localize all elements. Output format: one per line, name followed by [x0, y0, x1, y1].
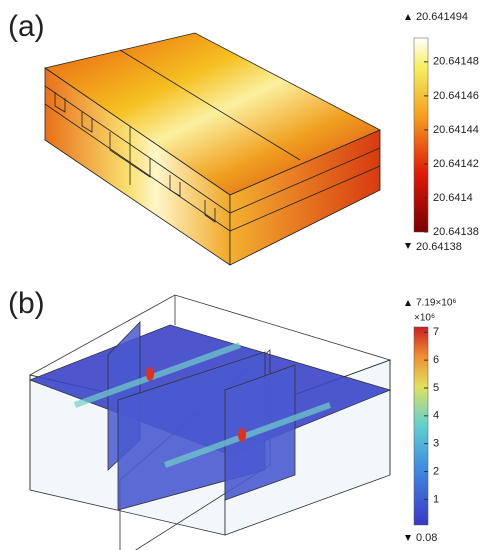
box-a	[44, 32, 381, 266]
box-b	[28, 294, 392, 550]
colorbar	[413, 326, 429, 526]
min-marker	[405, 535, 411, 541]
max-marker	[405, 14, 411, 20]
colorbar-tick-label: 4	[433, 410, 439, 422]
colorbar-tick-label: 20.64146	[433, 90, 479, 102]
panel-label: (b)	[8, 287, 45, 320]
colorbar-tick-label: 2	[433, 465, 439, 477]
panel-label: (a)	[8, 10, 45, 43]
max-label: 7.19×10⁶	[416, 298, 457, 309]
colorbar-tick-label: 20.64142	[433, 158, 479, 170]
colorbar-tick-label: 20.64144	[433, 124, 479, 136]
colorbar-tick-label: 3	[433, 438, 439, 450]
colorbar-tick-label: 5	[433, 382, 439, 394]
colorbar-tick-label: 7	[433, 326, 439, 338]
max-label: 20.641494	[416, 11, 468, 23]
colorbar-tick-label: 20.6414	[433, 192, 473, 204]
multiplier: ×10⁶	[414, 313, 435, 324]
min-label: 20.64138	[416, 241, 462, 253]
colorbar-tick-label: 20.64148	[433, 56, 479, 68]
colorbar-tick-label: 6	[433, 354, 439, 366]
colorbar-tick-label: 20.64138	[433, 226, 479, 238]
max-marker	[405, 300, 411, 306]
colorbar	[413, 37, 429, 233]
colorbar-tick-label: 1	[433, 493, 439, 505]
min-marker	[405, 243, 411, 249]
min-label: 0.08	[416, 532, 437, 544]
